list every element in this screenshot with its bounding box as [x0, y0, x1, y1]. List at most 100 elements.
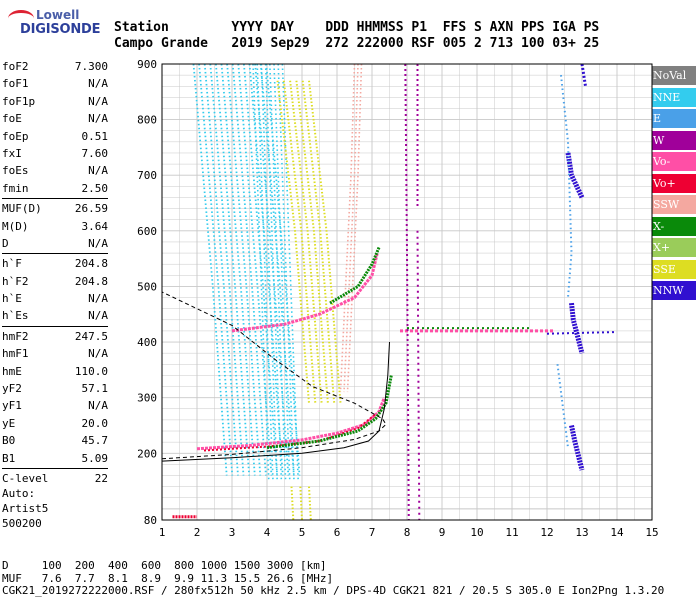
echo-trace [329, 246, 381, 305]
param-name: foEp [2, 129, 29, 143]
param-name: foF1p [2, 94, 36, 108]
echo-trace [254, 63, 290, 476]
param-row: fxI 7.60 [2, 145, 108, 162]
param-row: foF1 N/A [2, 75, 108, 92]
param-row: h`Es N/A [2, 307, 108, 324]
logo-digisonde: DIGISONDE [20, 22, 101, 37]
echo-trace [260, 63, 278, 482]
echo-trace [220, 63, 256, 476]
y-tick-label: 700 [137, 169, 157, 182]
param-value: 7.300 [74, 60, 108, 73]
param-row: hmE 110.0 [2, 363, 108, 380]
x-tick-label: 15 [645, 526, 658, 539]
legend-item-nnw: NNW [652, 281, 696, 300]
echo-trace [237, 63, 273, 476]
echo-trace [290, 486, 295, 521]
param-value: N/A [88, 399, 108, 413]
param-name: h`E [2, 292, 22, 306]
param-name: h`F2 [2, 274, 29, 288]
profile-curves [161, 291, 390, 462]
autoscaling-info: Auto: Artist5 500200 [2, 486, 48, 531]
y-tick-label: 200 [137, 447, 157, 460]
param-value: 204.8 [74, 257, 108, 271]
x-tick-label: 14 [610, 526, 624, 539]
plot-axes: 1 2 3 4 5 6 7 8 9 10 11 12 13 14 158020030040050060070… [137, 58, 659, 539]
param-value: 0.51 [81, 129, 109, 143]
param-row: C-level 22 [2, 470, 108, 487]
param-row: foEs N/A [2, 162, 108, 179]
param-value: N/A [88, 309, 108, 323]
echo-trace [256, 63, 274, 482]
param-name: hmF2 [2, 329, 29, 343]
param-name: MUF(D) [2, 202, 42, 216]
param-value: N/A [88, 164, 108, 178]
echo-trace [243, 63, 279, 476]
param-name: B1 [2, 451, 16, 465]
footer-info: D 100 200 400 600 800 1000 1500 3000 [km… [2, 559, 664, 598]
x-tick-label: 1 [159, 526, 166, 539]
x-tick-label: 11 [505, 526, 518, 539]
echo-trace [215, 63, 251, 476]
param-row: M(D) 3.64 [2, 218, 108, 235]
param-row: foEp 0.51 [2, 128, 108, 145]
param-separator [2, 198, 108, 200]
param-name: D [2, 236, 9, 250]
param-value: 45.7 [81, 434, 109, 448]
param-value: 7.60 [81, 146, 109, 160]
param-row: foE N/A [2, 110, 108, 127]
x-tick-label: 12 [540, 526, 553, 539]
param-row: yF2 57.1 [2, 380, 108, 397]
echo-trace [560, 74, 573, 298]
echo-trace [289, 80, 323, 404]
y-tick-label: 800 [137, 114, 157, 127]
x-tick-label: 7 [369, 526, 376, 539]
param-name: B0 [2, 434, 16, 448]
param-row: D N/A [2, 235, 108, 252]
y-tick-label: 300 [137, 392, 157, 405]
param-row: foF1p N/A [2, 93, 108, 110]
param-name: fmin [2, 181, 29, 195]
x-tick-label: 13 [575, 526, 588, 539]
x-tick-label: 6 [334, 526, 341, 539]
param-value: N/A [88, 292, 108, 306]
param-name: yF2 [2, 382, 22, 396]
plot-grid [161, 63, 653, 521]
param-name: h`F [2, 257, 22, 271]
param-row: B1 5.09 [2, 450, 108, 467]
param-row: foF2 7.300 [2, 58, 108, 75]
param-name: yE [2, 416, 16, 430]
param-name: hmE [2, 364, 22, 378]
profile-curve [161, 291, 387, 460]
echo-trace [277, 63, 295, 482]
legend-item-noval: NoVal [652, 66, 696, 85]
logo-arc-icon [8, 10, 34, 27]
param-value: N/A [88, 112, 108, 126]
ionogram-plot: 1 2 3 4 5 6 7 8 9 10 11 12 13 14 158020030040050060070… [137, 58, 659, 539]
echo-trace [301, 80, 336, 404]
param-name: C-level [2, 471, 49, 485]
param-row: B0 45.7 [2, 432, 108, 449]
echo-trace [282, 80, 317, 404]
x-tick-label: 3 [229, 526, 236, 539]
x-tick-label: 4 [264, 526, 271, 539]
legend-item-x-: X- [652, 216, 696, 236]
x-tick-label: 10 [470, 526, 483, 539]
param-value: 204.8 [74, 274, 108, 288]
logo-lowell: Lowell [36, 8, 80, 22]
param-row: h`F 204.8 [2, 255, 108, 272]
param-name: foF2 [2, 60, 29, 73]
echo-trace [209, 63, 245, 476]
y-tick-label: 500 [137, 280, 157, 293]
y-tick-label: 400 [137, 336, 157, 349]
echo-trace [295, 80, 329, 404]
param-row: fmin 2.50 [2, 180, 108, 197]
echo-trace [192, 63, 228, 476]
legend-item-sse: SSE [652, 259, 696, 279]
echo-trace [259, 63, 295, 476]
y-tick-label: 900 [137, 58, 157, 71]
y-tick-label: 80 [144, 514, 157, 527]
param-value: 57.1 [81, 382, 109, 396]
echo-trace [546, 331, 618, 335]
auto-version: 500200 [2, 517, 42, 530]
param-value: N/A [88, 347, 108, 361]
